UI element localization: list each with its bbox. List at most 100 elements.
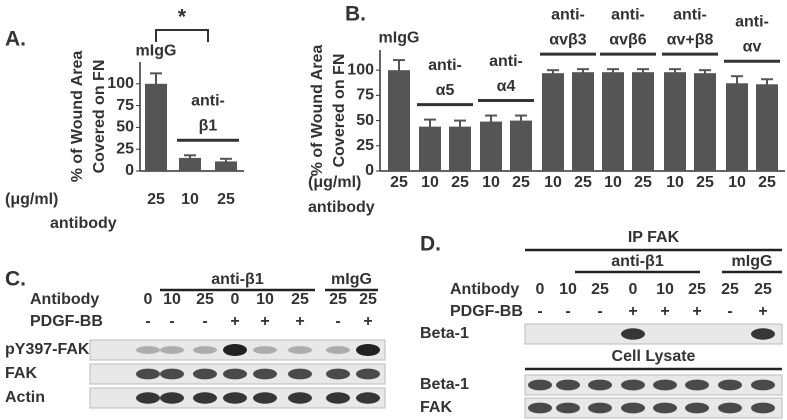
- panel-label: D.: [420, 233, 441, 256]
- group-label: α4: [497, 78, 516, 95]
- row-cell: 25: [688, 281, 706, 298]
- band: [193, 346, 217, 354]
- x-tick-label: 10: [421, 174, 439, 191]
- row-cell: 25: [196, 291, 214, 308]
- group-label: anti-β1: [611, 253, 664, 270]
- group-label: anti-: [673, 6, 707, 23]
- row-cell: 25: [359, 291, 377, 308]
- row-cell: +: [295, 313, 304, 330]
- row-cell: 25: [591, 281, 609, 298]
- band: [136, 392, 160, 404]
- bar: [145, 83, 167, 171]
- y-tick-label: 0: [365, 162, 374, 179]
- y-tick-label: 75: [356, 87, 374, 104]
- band: [223, 392, 247, 404]
- x-axis-label: antibody: [308, 199, 375, 216]
- row-label: PDGF-BB: [450, 303, 523, 320]
- x-tick-label: 10: [666, 174, 684, 191]
- row-cell: +: [692, 303, 701, 320]
- row-cell: 0: [629, 281, 638, 298]
- row-cell: -: [202, 313, 207, 330]
- band: [253, 346, 277, 354]
- row-cell: -: [537, 303, 542, 320]
- bar: [510, 120, 532, 171]
- row-cell: +: [230, 313, 239, 330]
- bar: [419, 126, 441, 171]
- bar: [449, 126, 471, 171]
- x-tick-label: 10: [604, 174, 622, 191]
- row-cell: -: [335, 313, 340, 330]
- row-cell: 10: [256, 291, 274, 308]
- group-label: αv+β8: [667, 31, 714, 48]
- y-axis-label: % of Wound Area: [309, 45, 326, 177]
- band: [193, 368, 217, 380]
- row-cell: +: [628, 303, 637, 320]
- group-label: anti-: [191, 93, 225, 110]
- x-tick-label: 25: [634, 174, 652, 191]
- bar: [726, 83, 748, 171]
- blot-strip: [524, 323, 783, 345]
- x-tick-label: 25: [696, 174, 714, 191]
- y-tick-label: 100: [107, 75, 134, 92]
- row-cell: 0: [231, 291, 240, 308]
- unit-label: (μg/ml): [308, 174, 361, 191]
- band: [653, 379, 677, 391]
- band: [556, 402, 580, 414]
- band: [685, 379, 709, 391]
- group-label: anti-: [489, 53, 523, 70]
- band: [718, 402, 742, 414]
- band: [621, 402, 645, 414]
- bar: [756, 84, 778, 171]
- group-label: anti-β1: [211, 271, 264, 288]
- row-cell: +: [363, 313, 372, 330]
- band-label: FAK: [5, 365, 37, 382]
- x-tick-label: 10: [544, 174, 562, 191]
- row-cell: +: [260, 313, 269, 330]
- band: [556, 379, 580, 391]
- x-tick-label: 25: [390, 174, 408, 191]
- y-tick-label: 100: [347, 61, 374, 78]
- band-label: FAK: [420, 399, 452, 416]
- group-label: α5: [436, 82, 455, 99]
- band: [160, 368, 184, 380]
- y-tick-label: 25: [116, 140, 134, 157]
- blot-title: IP FAK: [628, 229, 680, 246]
- row-cell: 25: [291, 291, 309, 308]
- y-axis-label: % of Wound Area: [69, 51, 86, 183]
- band: [288, 392, 312, 404]
- band: [223, 344, 247, 356]
- band-label: Beta-1: [420, 376, 469, 393]
- panel-label: A.: [5, 28, 26, 51]
- row-cell: 0: [536, 281, 545, 298]
- bar: [480, 121, 502, 171]
- x-tick-label: 10: [728, 174, 746, 191]
- bar: [542, 73, 564, 171]
- band-label: Actin: [5, 389, 45, 406]
- band: [193, 392, 217, 404]
- band: [528, 379, 552, 391]
- band: [288, 346, 312, 354]
- row-cell: 25: [329, 291, 347, 308]
- group-label: anti-: [551, 6, 585, 23]
- y-axis-label: Covered on FN: [91, 60, 108, 174]
- unit-label: (μg/ml): [5, 191, 58, 208]
- group-label: anti-: [428, 57, 462, 74]
- band: [588, 379, 612, 391]
- band: [253, 392, 277, 404]
- group-label: αvβ3: [549, 31, 587, 48]
- band: [326, 368, 350, 380]
- row-cell: -: [145, 313, 150, 330]
- row-cell: -: [565, 303, 570, 320]
- bar: [179, 157, 201, 171]
- band: [751, 402, 775, 414]
- bar: [694, 73, 716, 171]
- band: [160, 392, 184, 404]
- band: [621, 328, 645, 340]
- group-label: anti-: [611, 6, 645, 23]
- x-tick-label: 25: [217, 191, 235, 208]
- group-label: mIgG: [331, 271, 372, 288]
- band: [253, 368, 277, 380]
- bar: [388, 70, 410, 171]
- group-label: mIgG: [379, 29, 420, 46]
